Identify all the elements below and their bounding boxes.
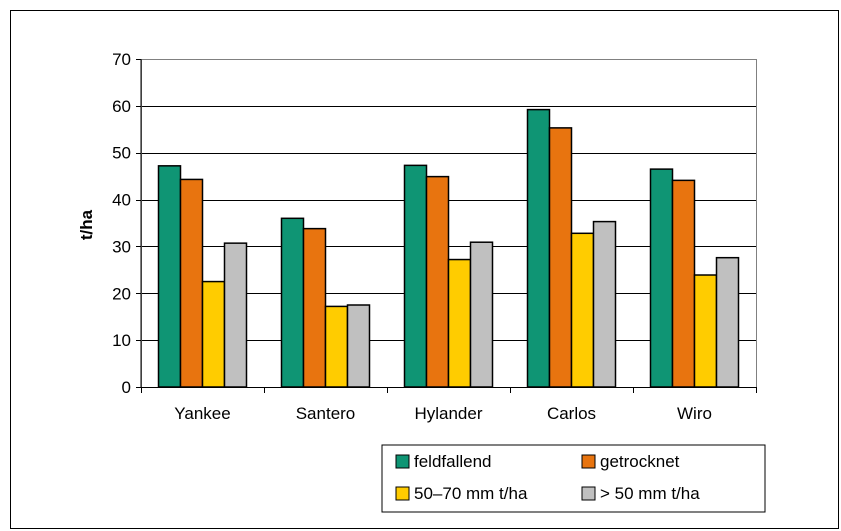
bar--50-mm-t-ha-hylander	[469, 241, 494, 388]
legend-label: 50–70 mm t/ha	[414, 484, 528, 503]
bar-getrocknet-wiro	[671, 179, 696, 388]
y-tick-label: 40	[112, 191, 131, 210]
bar-50-70-mm-t-ha-yankee	[201, 280, 226, 388]
bar-feldfallend-santero	[280, 217, 305, 388]
bar-feldfallend-hylander	[403, 164, 428, 388]
legend-swatch	[581, 454, 596, 469]
y-tick-label: 60	[112, 97, 131, 116]
y-tick-label: 50	[112, 144, 131, 163]
bar-50-70-mm-t-ha-carlos	[570, 232, 595, 388]
bar-getrocknet-santero	[302, 227, 327, 388]
bar-getrocknet-hylander	[425, 175, 450, 388]
bar-50-70-mm-t-ha-hylander	[447, 258, 472, 388]
legend-label: > 50 mm t/ha	[600, 484, 700, 503]
y-tick-label: 70	[112, 50, 131, 69]
bar--50-mm-t-ha-wiro	[715, 256, 740, 388]
legend-label: feldfallend	[414, 452, 492, 471]
x-tick-labels: Yankee Santero Hylander Carlos Wiro	[174, 404, 712, 423]
bar--50-mm-t-ha-santero	[346, 304, 371, 388]
bar-feldfallend-carlos	[526, 108, 551, 388]
bar-getrocknet-yankee	[179, 178, 204, 388]
x-tick-label: Santero	[296, 404, 356, 423]
bar--50-mm-t-ha-carlos	[592, 220, 617, 388]
y-tick-label: 30	[112, 237, 131, 256]
bars	[157, 108, 740, 388]
x-tick-label: Hylander	[414, 404, 482, 423]
bar--50-mm-t-ha-yankee	[223, 242, 248, 388]
legend-swatch	[395, 486, 410, 501]
y-tick-label: 0	[122, 378, 131, 397]
bar-getrocknet-carlos	[548, 127, 573, 388]
legend-label: getrocknet	[600, 452, 680, 471]
legend: feldfallend getrocknet 50–70 mm t/ha > 50 m…	[381, 444, 766, 513]
y-tick-labels: 0 10 20 30 40 50 60 70	[112, 50, 131, 397]
legend-box	[381, 444, 766, 513]
x-tick-label: Carlos	[547, 404, 596, 423]
y-axis-label: t/ha	[77, 209, 96, 240]
bar-50-70-mm-t-ha-santero	[324, 305, 349, 388]
legend-swatch	[395, 454, 410, 469]
y-tick-label: 20	[112, 284, 131, 303]
bar-feldfallend-wiro	[649, 168, 674, 388]
legend-swatch	[581, 486, 596, 501]
bar-feldfallend-yankee	[157, 165, 182, 388]
x-tick-label: Wiro	[677, 404, 712, 423]
axes	[136, 59, 757, 393]
y-tick-label: 10	[112, 331, 131, 350]
x-tick-label: Yankee	[174, 404, 230, 423]
bar-50-70-mm-t-ha-wiro	[693, 274, 718, 388]
